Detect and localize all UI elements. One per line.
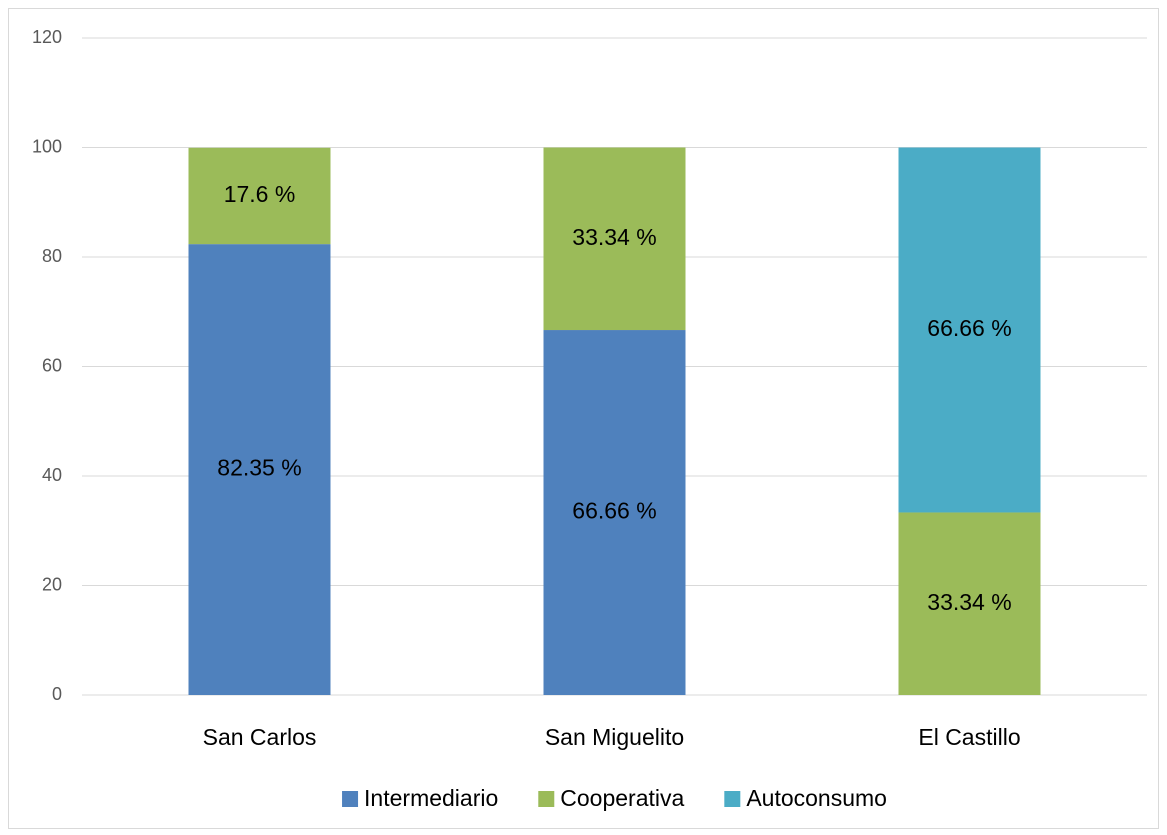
bar-segment [188,147,331,245]
bar-segment [898,512,1041,695]
y-tick-label: 60 [42,355,62,375]
data-label: 66.66 % [927,315,1011,341]
y-tick-label: 120 [32,27,62,47]
bar-segment [543,147,686,331]
legend-label: Autoconsumo [746,785,887,811]
legend-label: Intermediario [364,785,498,811]
legend-swatch [724,791,741,807]
y-tick-label: 100 [32,136,62,156]
legend-swatch [538,791,555,807]
legend-label: Cooperativa [560,785,684,811]
bar-segment [543,330,686,695]
y-tick-label: 40 [42,465,62,485]
bar-segment [898,147,1041,513]
y-tick-label: 0 [52,684,62,704]
bar-segment [188,244,331,696]
y-tick-label: 20 [42,574,62,594]
x-tick-label: San Miguelito [545,724,684,750]
data-label: 82.35 % [217,455,301,481]
x-tick-label: El Castillo [918,724,1020,750]
legend-swatch [342,791,359,807]
x-tick-label: San Carlos [203,724,317,750]
data-label: 33.34 % [572,224,656,250]
data-label: 33.34 % [927,589,1011,615]
data-label: 66.66 % [572,498,656,524]
y-tick-label: 80 [42,246,62,266]
data-label: 17.6 % [224,181,296,207]
